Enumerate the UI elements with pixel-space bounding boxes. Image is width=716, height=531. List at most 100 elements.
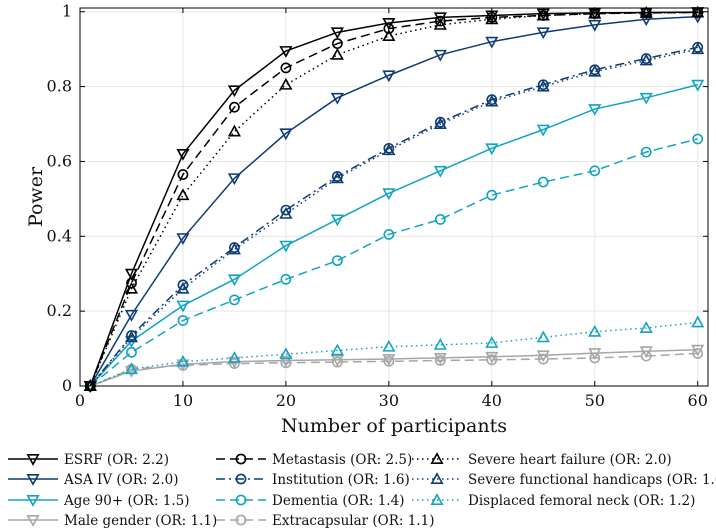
data-point: [383, 23, 395, 34]
data-point: [383, 229, 395, 240]
data-point: [382, 70, 396, 83]
legend-swatch-marker: [430, 493, 444, 505]
legend-swatch-marker: [235, 494, 247, 506]
data-point: [433, 165, 447, 178]
series-line: [90, 348, 698, 387]
data-point: [177, 315, 189, 326]
y-tick-label: 0.2: [47, 301, 72, 320]
data-point: [691, 7, 705, 19]
data-point: [176, 359, 190, 372]
data-point: [126, 330, 137, 341]
data-point: [126, 346, 137, 358]
y-tick-label: 0: [62, 376, 72, 395]
series-institution-or-1-6: [84, 41, 704, 392]
legend-label: Metastasis (OR: 2.5): [272, 452, 412, 468]
data-point: [536, 27, 550, 40]
legend-swatch-marker: [26, 495, 40, 507]
x-tick-label: 30: [379, 391, 399, 410]
series-age-90-or-1-5: [83, 79, 705, 393]
data-point: [382, 339, 396, 352]
data-point: [640, 53, 652, 64]
data-point: [330, 354, 344, 367]
data-point: [229, 294, 240, 306]
legend-label: Age 90+ (OR: 1.5): [63, 493, 190, 509]
data-point: [330, 27, 344, 40]
data-point: [382, 29, 396, 42]
data-point: [227, 274, 241, 287]
data-point: [124, 309, 139, 322]
data-point: [280, 62, 292, 74]
data-point: [176, 354, 190, 367]
data-point: [485, 336, 499, 348]
data-point: [691, 79, 705, 92]
data-point: [433, 337, 447, 350]
legend-item: Age 90+ (OR: 1.5): [8, 493, 190, 509]
data-point: [330, 92, 344, 105]
legend-item: Extracapsular (OR: 1.1): [216, 513, 434, 529]
x-tick-label: 40: [482, 391, 502, 410]
data-point: [537, 176, 549, 188]
legend-item: Metastasis (OR: 2.5): [216, 452, 412, 468]
data-point: [639, 14, 653, 27]
data-point: [176, 188, 190, 201]
data-point: [691, 344, 705, 357]
data-point: [382, 354, 396, 366]
legend-label: Severe heart failure (OR: 2.0): [468, 452, 672, 468]
data-point: [536, 79, 550, 92]
data-point: [330, 47, 344, 60]
data-point: [227, 173, 241, 186]
legend-label: Extracapsular (OR: 1.1): [272, 513, 434, 529]
data-point: [589, 64, 601, 76]
data-point: [227, 85, 241, 98]
data-point: [124, 362, 139, 375]
data-point: [176, 233, 190, 246]
legend-swatch-marker: [26, 454, 40, 466]
grid: [79, 8, 708, 387]
series-line: [89, 48, 698, 387]
data-point: [124, 268, 139, 281]
data-point: [536, 330, 550, 343]
axis-ticks: 0 10 20 30 40 50 60 0 0.2 0.4 0.6 0.8 1: [47, 2, 708, 410]
legend-label: ASA IV (OR: 2.0): [63, 472, 179, 488]
data-point: [330, 214, 344, 227]
data-point: [434, 116, 446, 128]
legend-label: Institution (OR: 1.6): [272, 472, 410, 488]
x-tick-label: 50: [585, 391, 605, 410]
legend-item: Severe heart failure (OR: 2.0): [412, 452, 672, 468]
plot-frame: [79, 7, 709, 387]
data-point: [485, 351, 499, 364]
data-point: [434, 15, 446, 27]
data-point: [486, 354, 498, 366]
data-point: [330, 343, 344, 356]
data-point: [124, 330, 139, 343]
series-line: [89, 138, 698, 387]
data-point: [176, 149, 190, 161]
x-axis-label: Number of participants: [281, 415, 507, 437]
series-layer: [83, 5, 705, 393]
data-point: [176, 300, 190, 313]
data-point: [279, 46, 293, 58]
data-point: [433, 49, 447, 62]
data-point: [692, 348, 704, 359]
legend-label: Male gender (OR: 1.1): [64, 513, 217, 529]
legend-swatch-marker: [235, 473, 247, 485]
legend-item: Severe functional handicaps (OR: 1.6): [412, 472, 716, 488]
data-point: [639, 321, 653, 333]
legend-label: Displaced femoral neck (OR: 1.2): [468, 493, 695, 509]
y-tick-label: 0.6: [47, 151, 72, 170]
legend-swatch-marker: [235, 453, 247, 465]
data-point: [536, 350, 550, 363]
data-point: [331, 255, 343, 267]
series-severe-heart-failure-or-2-0: [83, 5, 705, 391]
x-tick-label: 60: [688, 391, 708, 410]
data-point: [434, 355, 446, 366]
legend-swatch-marker: [26, 515, 40, 527]
data-point: [434, 214, 446, 225]
data-point: [280, 204, 292, 216]
data-point: [536, 8, 550, 21]
data-point: [227, 351, 241, 363]
data-point: [486, 94, 498, 106]
legend-swatch-marker: [430, 452, 444, 464]
data-point: [640, 146, 652, 158]
data-point: [229, 101, 240, 113]
